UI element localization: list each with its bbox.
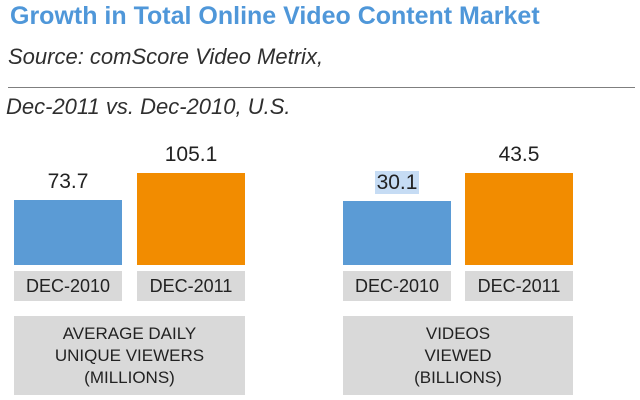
- bar-dec-2010: [343, 201, 451, 265]
- category-label: DEC-2010: [14, 271, 122, 301]
- value-label: 105.1: [136, 143, 246, 167]
- group-label: VIDEOS VIEWED (BILLIONS): [343, 316, 573, 395]
- category-label: DEC-2011: [137, 271, 245, 301]
- group-label-line: UNIQUE VIEWERS: [54, 345, 205, 365]
- value-label: 43.5: [464, 143, 574, 167]
- value-text: 30.1: [374, 171, 420, 194]
- bar-dec-2011: [137, 173, 245, 265]
- group-label-line: VIEWED: [424, 345, 492, 365]
- category-label: DEC-2011: [465, 271, 573, 301]
- chart-title: Growth in Total Online Video Content Mar…: [10, 2, 540, 30]
- group-label-line: (MILLIONS): [84, 367, 175, 387]
- value-label: 73.7: [13, 170, 123, 194]
- divider: [8, 87, 635, 88]
- category-label: DEC-2010: [343, 271, 451, 301]
- group-label-line: AVERAGE DAILY: [62, 323, 197, 343]
- bar-dec-2010: [14, 200, 122, 265]
- value-label: 30.1: [342, 171, 452, 195]
- value-text: 73.7: [47, 170, 89, 193]
- date-range: Dec-2011 vs. Dec-2010, U.S.: [6, 94, 291, 119]
- group-label-line: VIDEOS: [425, 323, 491, 343]
- group-label-line: (BILLIONS): [414, 367, 502, 387]
- value-text: 105.1: [164, 143, 218, 166]
- group-label: AVERAGE DAILY UNIQUE VIEWERS (MILLIONS): [14, 316, 245, 395]
- value-text: 43.5: [498, 143, 540, 166]
- bar-dec-2011: [465, 173, 573, 265]
- source-note: Source: comScore Video Metrix,: [8, 44, 324, 69]
